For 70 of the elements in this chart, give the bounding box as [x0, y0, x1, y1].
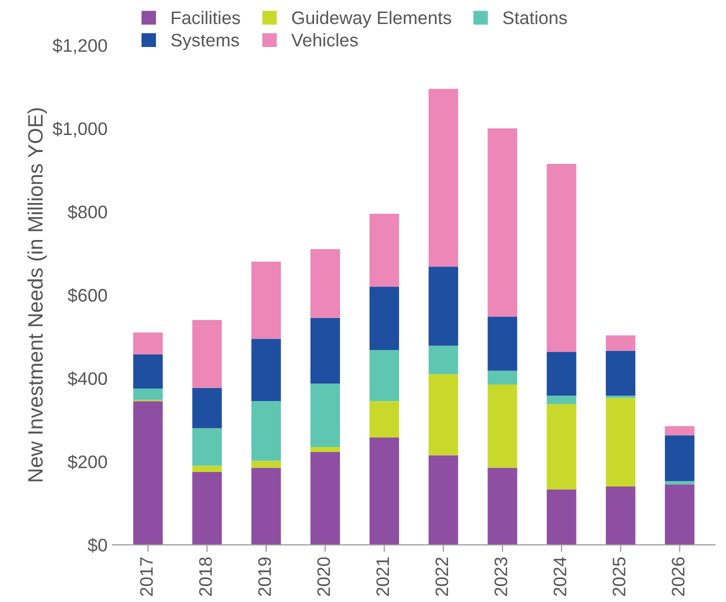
bar [488, 468, 518, 545]
bar [664, 484, 694, 545]
bar [488, 384, 518, 468]
bar [133, 388, 163, 400]
y-tick-label: $800 [68, 204, 107, 220]
bar [664, 481, 694, 484]
bar [192, 320, 222, 388]
x-tick-label: 2026 [672, 557, 685, 596]
bar [606, 335, 636, 351]
x-tick-label: 2019 [258, 557, 271, 596]
x-tick-label: 2024 [554, 557, 566, 596]
legend-label: Stations [503, 10, 567, 24]
bar [370, 214, 400, 287]
bar [488, 316, 518, 371]
bar [251, 262, 281, 339]
bar [428, 346, 458, 374]
x-tick-label: 2022 [435, 558, 448, 596]
bar [546, 352, 576, 396]
bar [133, 354, 163, 389]
y-tick-label: $200 [68, 454, 107, 470]
legend-label: Facilities [172, 10, 240, 24]
bar [606, 350, 636, 396]
y-tick-label: $400 [68, 371, 107, 386]
bar [310, 452, 340, 545]
bar [606, 486, 636, 545]
bar [370, 437, 400, 545]
bar [310, 446, 340, 452]
bar [310, 249, 340, 318]
bar [192, 428, 222, 466]
x-tick-label: 2021 [376, 557, 390, 596]
bar [488, 370, 518, 384]
y-tick-label: $600 [68, 288, 107, 303]
bar [428, 374, 458, 456]
bar [251, 468, 281, 545]
bar [664, 435, 694, 482]
bar [133, 401, 163, 545]
bar [428, 88, 458, 267]
bar [251, 401, 281, 461]
legend-label: Systems [171, 34, 239, 50]
bar [428, 455, 458, 545]
x-tick-label: 2017 [140, 558, 153, 596]
bar [488, 128, 518, 317]
y-tick-label: $1,200 [52, 38, 107, 54]
bar [664, 426, 694, 436]
bar [428, 266, 458, 346]
bar [546, 489, 576, 545]
bar [606, 398, 636, 487]
legend-label: Vehicles [291, 33, 358, 47]
bar [310, 318, 340, 384]
x-tick-label: 2025 [612, 557, 626, 596]
x-tick-label: 2018 [199, 557, 212, 596]
y-tick-label: $0 [88, 538, 107, 553]
x-tick-label: 2020 [317, 557, 330, 596]
bar [133, 332, 163, 355]
bar [546, 404, 576, 490]
x-tick-label: 2023 [494, 557, 508, 596]
bar [546, 164, 576, 352]
bar [192, 466, 222, 472]
bar [251, 338, 281, 402]
legend-label: Guideway Elements [292, 10, 452, 28]
bar [370, 286, 400, 350]
bar [370, 401, 400, 438]
bar [251, 460, 281, 468]
bar [192, 472, 222, 545]
bar [192, 388, 222, 428]
bar [546, 396, 576, 404]
bar [310, 384, 340, 447]
y-axis-title: New Investment Needs (in Millions YOE) [27, 108, 47, 482]
bar [370, 350, 400, 402]
y-tick-label: $1,000 [52, 122, 107, 138]
